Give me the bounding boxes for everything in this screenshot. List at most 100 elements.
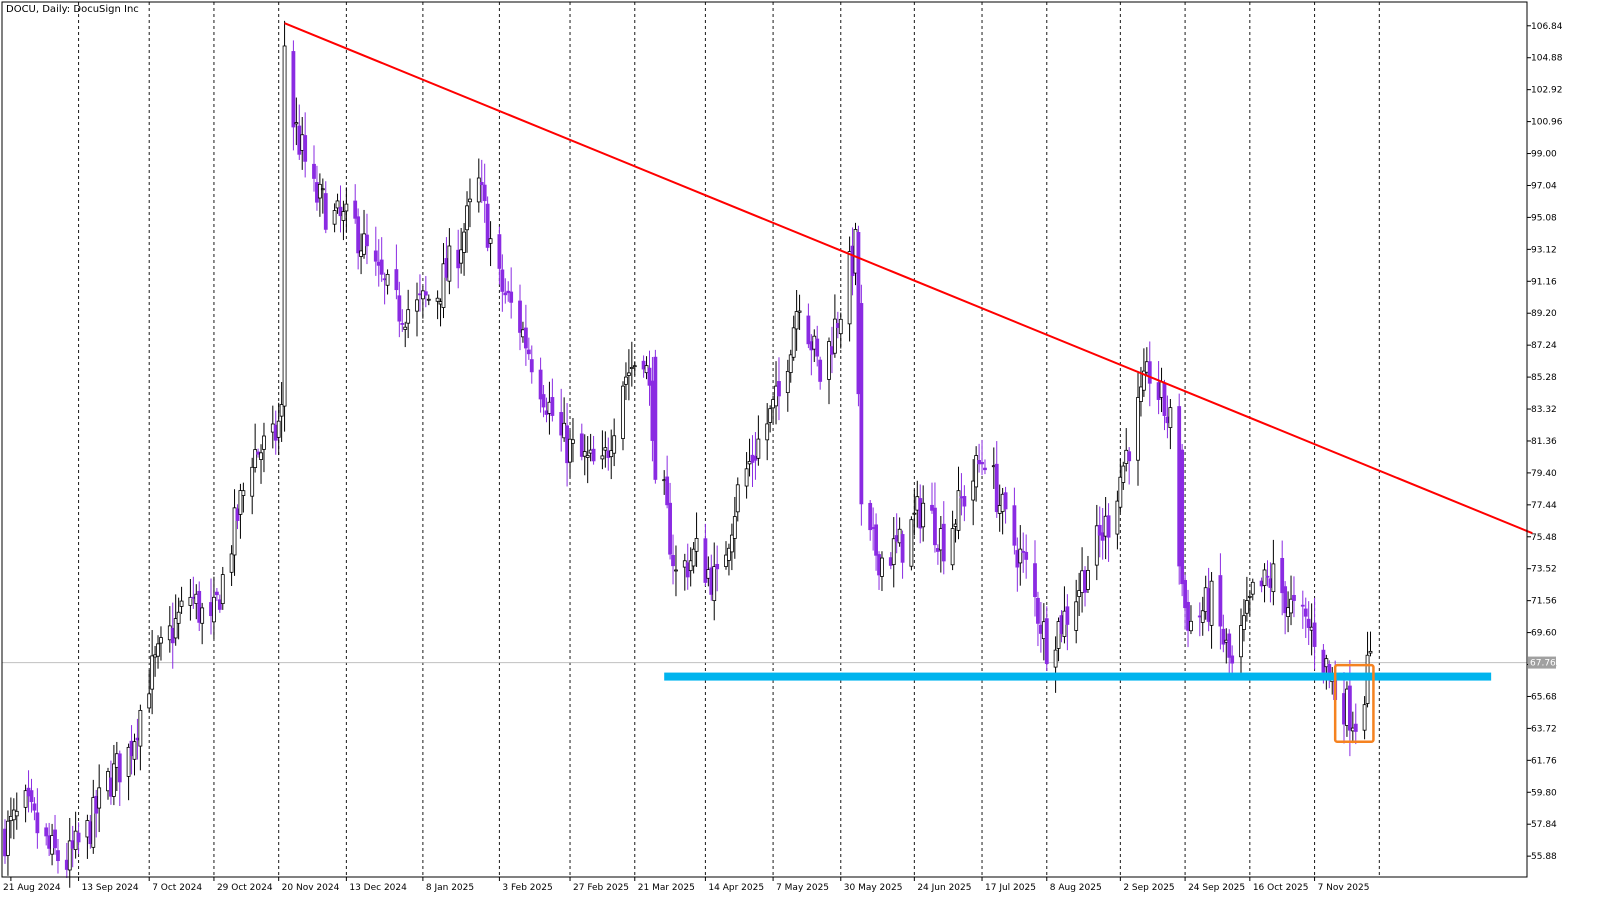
y-tick-label: 55.88 bbox=[1531, 852, 1557, 862]
candle-body bbox=[971, 480, 976, 501]
y-tick-label: 102.92 bbox=[1531, 86, 1563, 96]
candle-body bbox=[212, 596, 216, 623]
y-tick-label: 95.08 bbox=[1531, 213, 1557, 223]
candle-body bbox=[394, 269, 399, 291]
candle-body bbox=[1139, 386, 1143, 402]
candle-body bbox=[147, 693, 152, 709]
candle-body bbox=[503, 292, 508, 296]
candle-body bbox=[1024, 551, 1029, 560]
candle-body bbox=[523, 327, 528, 349]
candle-body bbox=[462, 231, 466, 253]
candle-body bbox=[1003, 492, 1008, 510]
candle-body bbox=[323, 193, 328, 230]
candle-body bbox=[1362, 704, 1367, 731]
y-tick-label: 65.68 bbox=[1531, 692, 1557, 702]
candle-body bbox=[994, 463, 999, 513]
candle-body bbox=[488, 238, 493, 244]
candlestick-series bbox=[3, 20, 1373, 888]
candle-body bbox=[624, 376, 628, 385]
time-axis: 21 Aug 2024 13 Sep 2024 7 Oct 2024 29 Oct 2… bbox=[3, 877, 1369, 893]
candle-body bbox=[1265, 575, 1270, 578]
candle-body bbox=[459, 249, 464, 264]
candle-body bbox=[159, 637, 163, 644]
candle-body bbox=[1250, 581, 1255, 595]
candle-body bbox=[156, 643, 160, 657]
candle-body bbox=[312, 163, 316, 179]
candle-body bbox=[1077, 590, 1082, 597]
candle-body bbox=[1056, 621, 1061, 649]
candle-body bbox=[76, 832, 81, 843]
candle-body bbox=[485, 203, 490, 248]
y-tick-label: 69.60 bbox=[1531, 629, 1557, 639]
candle-body bbox=[253, 449, 258, 468]
candle-body bbox=[1036, 597, 1040, 624]
candle-body bbox=[729, 534, 734, 553]
timeframe-label: Daily: bbox=[42, 4, 71, 15]
candle-body bbox=[785, 370, 790, 394]
candle-body bbox=[365, 234, 369, 247]
candle-body bbox=[1121, 465, 1126, 483]
candle-body bbox=[126, 746, 131, 777]
y-tick-label: 77.44 bbox=[1531, 501, 1557, 511]
candle-body bbox=[900, 534, 905, 563]
candle-body bbox=[373, 250, 378, 262]
candle-body bbox=[568, 438, 572, 463]
candle-body bbox=[379, 259, 384, 275]
candle-body bbox=[974, 455, 979, 488]
candle-body bbox=[1289, 598, 1293, 614]
candle-body bbox=[912, 512, 917, 515]
x-tick-label: 14 Apr 2025 bbox=[708, 883, 764, 893]
candle-body bbox=[1303, 608, 1308, 617]
candle-body bbox=[332, 210, 337, 225]
candle-body bbox=[621, 385, 625, 439]
y-tick-label: 81.36 bbox=[1531, 437, 1557, 447]
candle-body bbox=[538, 369, 543, 400]
candle-body bbox=[550, 397, 555, 416]
candle-body bbox=[765, 423, 770, 441]
candle-body bbox=[674, 569, 678, 572]
candle-body bbox=[1186, 601, 1190, 631]
candle-body bbox=[591, 448, 596, 462]
y-tick-label: 57.84 bbox=[1531, 820, 1557, 830]
candle-body bbox=[320, 188, 325, 191]
y-tick-label: 89.20 bbox=[1531, 309, 1557, 319]
highlight-box bbox=[1333, 663, 1375, 744]
candle-body bbox=[732, 516, 737, 539]
candle-body bbox=[1244, 600, 1249, 614]
candle-body bbox=[980, 461, 984, 465]
y-tick-label: 73.52 bbox=[1531, 565, 1557, 575]
candle-body bbox=[111, 763, 116, 797]
candle-body bbox=[909, 519, 914, 567]
candle-body bbox=[1021, 550, 1026, 553]
candle-body bbox=[173, 618, 178, 639]
candle-body bbox=[1200, 610, 1205, 623]
candle-body bbox=[1280, 557, 1285, 594]
support-zone bbox=[664, 672, 1492, 681]
candle-body bbox=[600, 455, 605, 460]
x-tick-label: 2 Sep 2025 bbox=[1123, 883, 1174, 893]
candle-body bbox=[1094, 525, 1099, 566]
candle-body bbox=[447, 245, 452, 282]
candle-body bbox=[1247, 595, 1252, 598]
downtrend-line bbox=[284, 22, 1533, 535]
candle-body bbox=[1242, 615, 1246, 630]
candle-body bbox=[1018, 548, 1023, 564]
candle-body bbox=[603, 447, 608, 451]
y-tick-label: 59.80 bbox=[1531, 788, 1557, 798]
candle-body bbox=[777, 381, 781, 397]
candle-body bbox=[217, 599, 222, 610]
candle-body bbox=[712, 566, 717, 602]
candle-body bbox=[691, 548, 696, 567]
candle-body bbox=[1012, 505, 1017, 546]
candle-body bbox=[468, 198, 472, 203]
y-tick-label: 85.28 bbox=[1531, 373, 1557, 383]
candle-body bbox=[629, 367, 634, 369]
candle-body bbox=[694, 538, 699, 552]
candle-body bbox=[1044, 618, 1049, 664]
candle-body bbox=[441, 263, 446, 308]
x-tick-label: 7 Nov 2025 bbox=[1318, 883, 1370, 893]
candle-body bbox=[735, 484, 740, 513]
candle-body bbox=[1239, 625, 1243, 658]
x-tick-label: 17 Jul 2025 bbox=[985, 883, 1036, 893]
